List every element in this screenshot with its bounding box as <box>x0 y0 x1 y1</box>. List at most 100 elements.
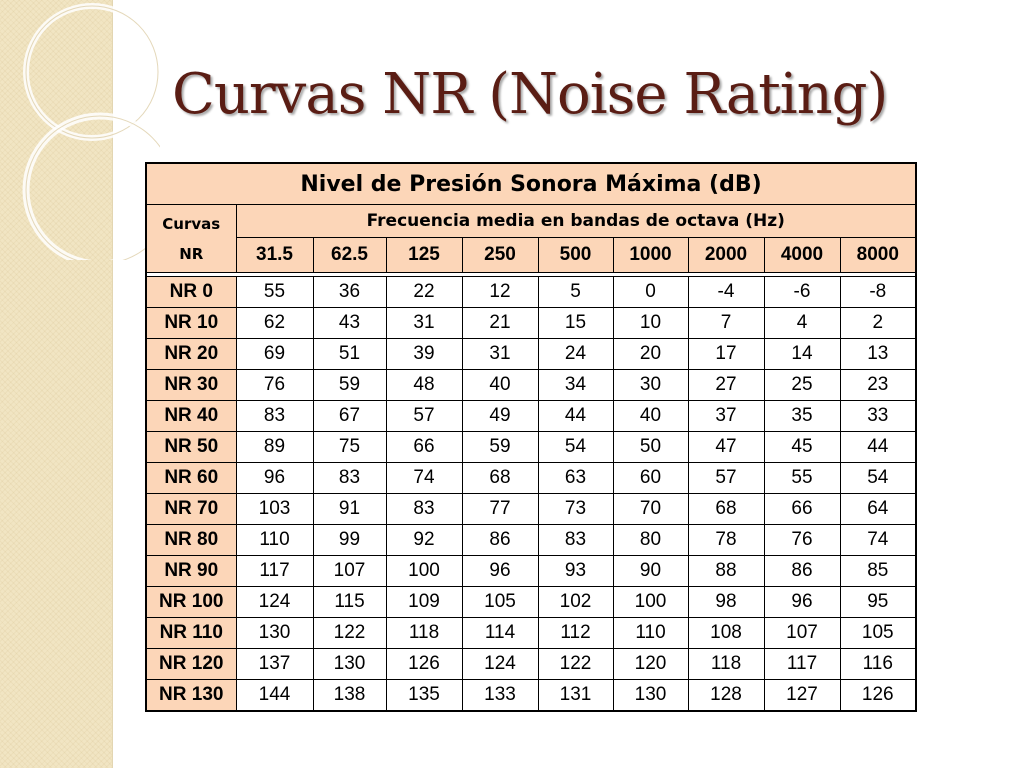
frequency-header-cell: 500 <box>537 237 614 273</box>
table-row: NR 40 83 67 57 49 44 40 37 35 33 <box>145 400 917 432</box>
table-cell: 44 <box>537 400 614 432</box>
table-cell: 55 <box>235 276 314 308</box>
row-header-curvas-nr: Curvas NR <box>145 204 237 273</box>
table-row: NR 70 103 91 83 77 73 70 68 66 64 <box>145 493 917 525</box>
table-cell: 109 <box>385 586 463 618</box>
table-cell: 76 <box>235 369 314 401</box>
table-cell: 4 <box>763 307 841 339</box>
table-cell: 135 <box>385 679 463 712</box>
table-cell: 116 <box>839 648 917 680</box>
table-cell: 91 <box>312 493 387 525</box>
frequency-header-cell: 2000 <box>687 237 765 273</box>
table-cell: 105 <box>839 617 917 649</box>
table-cell: 17 <box>687 338 765 370</box>
nr-curve-label: NR 50 <box>145 431 237 463</box>
noise-rating-table: Nivel de Presión Sonora Máxima (dB) Curv… <box>145 162 918 712</box>
table-cell: 126 <box>839 679 917 712</box>
table-cell: 83 <box>312 462 387 494</box>
table-cell: 90 <box>612 555 689 587</box>
row-header-line1: Curvas <box>162 214 221 233</box>
table-cell: 14 <box>763 338 841 370</box>
table-cell: 68 <box>687 493 765 525</box>
frequency-group-header: Frecuencia media en bandas de octava (Hz… <box>235 204 917 238</box>
table-cell: 120 <box>612 648 689 680</box>
table-cell: 130 <box>235 617 314 649</box>
table-row: NR 30 76 59 48 40 34 30 27 25 23 <box>145 369 917 401</box>
table-cell: 2 <box>839 307 917 339</box>
table-cell: 100 <box>612 586 689 618</box>
table-cell: 55 <box>763 462 841 494</box>
table-cell: 95 <box>839 586 917 618</box>
frequency-header-cell: 8000 <box>839 237 917 273</box>
table-cell: 39 <box>385 338 463 370</box>
slide-title: Curvas NR (Noise Rating) <box>172 62 888 127</box>
table-cell: 24 <box>537 338 614 370</box>
table-cell: 54 <box>839 462 917 494</box>
table-body: NR 0 55 36 22 12 5 0 -4 -6 -8 NR 10 62 43 31 21 15 10 7 4 2… <box>145 276 917 712</box>
table-cell: 33 <box>839 400 917 432</box>
table-cell: 130 <box>612 679 689 712</box>
table-cell: 86 <box>461 524 539 556</box>
decorative-side-panel <box>0 0 160 768</box>
table-cell: 122 <box>537 648 614 680</box>
table-row: NR 80 110 99 92 86 83 80 78 76 74 <box>145 524 917 556</box>
nr-curve-label: NR 0 <box>145 276 237 308</box>
table-cell: 49 <box>461 400 539 432</box>
table-row: NR 90 117 107 100 96 93 90 88 86 85 <box>145 555 917 587</box>
table-cell: 66 <box>385 431 463 463</box>
table-cell: 30 <box>612 369 689 401</box>
nr-curve-label: NR 80 <box>145 524 237 556</box>
table-cell: 60 <box>612 462 689 494</box>
table-row: NR 110 130 122 118 114 112 110 108 107 105 <box>145 617 917 649</box>
table-cell: 96 <box>461 555 539 587</box>
table-cell: 66 <box>763 493 841 525</box>
table-cell: 89 <box>235 431 314 463</box>
nr-curve-label: NR 40 <box>145 400 237 432</box>
table-row: NR 50 89 75 66 59 54 50 47 45 44 <box>145 431 917 463</box>
table-cell: 51 <box>312 338 387 370</box>
frequency-header-cell: 31.5 <box>235 237 314 273</box>
table-cell: 63 <box>537 462 614 494</box>
nr-curve-label: NR 120 <box>145 648 237 680</box>
table-cell: 83 <box>235 400 314 432</box>
table-cell: 34 <box>537 369 614 401</box>
table-cell: 115 <box>312 586 387 618</box>
frequency-header-cell: 1000 <box>612 237 689 273</box>
table-cell: 80 <box>612 524 689 556</box>
table-cell: 44 <box>839 431 917 463</box>
table-cell: 23 <box>839 369 917 401</box>
table-cell: 118 <box>385 617 463 649</box>
table-cell: 75 <box>312 431 387 463</box>
table-cell: 31 <box>461 338 539 370</box>
table-cell: 43 <box>312 307 387 339</box>
nr-curve-label: NR 20 <box>145 338 237 370</box>
table-cell: 27 <box>687 369 765 401</box>
frequency-header-row: 31.5 62.5 125 250 500 1000 2000 4000 8000 <box>146 237 917 273</box>
nr-curve-label: NR 60 <box>145 462 237 494</box>
table-cell: 102 <box>537 586 614 618</box>
table-cell: 54 <box>537 431 614 463</box>
table-cell: 15 <box>537 307 614 339</box>
table-cell: 83 <box>537 524 614 556</box>
table-cell: 100 <box>385 555 463 587</box>
nr-curve-label: NR 10 <box>145 307 237 339</box>
table-cell: 64 <box>839 493 917 525</box>
table-cell: 68 <box>461 462 539 494</box>
table-cell: 107 <box>312 555 387 587</box>
table-cell: 110 <box>235 524 314 556</box>
table-cell: 85 <box>839 555 917 587</box>
table-cell: 128 <box>687 679 765 712</box>
table-cell: 20 <box>612 338 689 370</box>
nr-curve-label: NR 90 <box>145 555 237 587</box>
nr-curve-label: NR 100 <box>145 586 237 618</box>
row-header-line2: NR <box>179 244 204 263</box>
table-cell: 98 <box>687 586 765 618</box>
table-cell: 117 <box>235 555 314 587</box>
nr-curve-label: NR 110 <box>145 617 237 649</box>
table-cell: 50 <box>612 431 689 463</box>
table-cell: 40 <box>461 369 539 401</box>
table-cell: 12 <box>461 276 539 308</box>
table-cell: 47 <box>687 431 765 463</box>
nr-curve-label: NR 130 <box>145 679 237 712</box>
table-cell: 78 <box>687 524 765 556</box>
